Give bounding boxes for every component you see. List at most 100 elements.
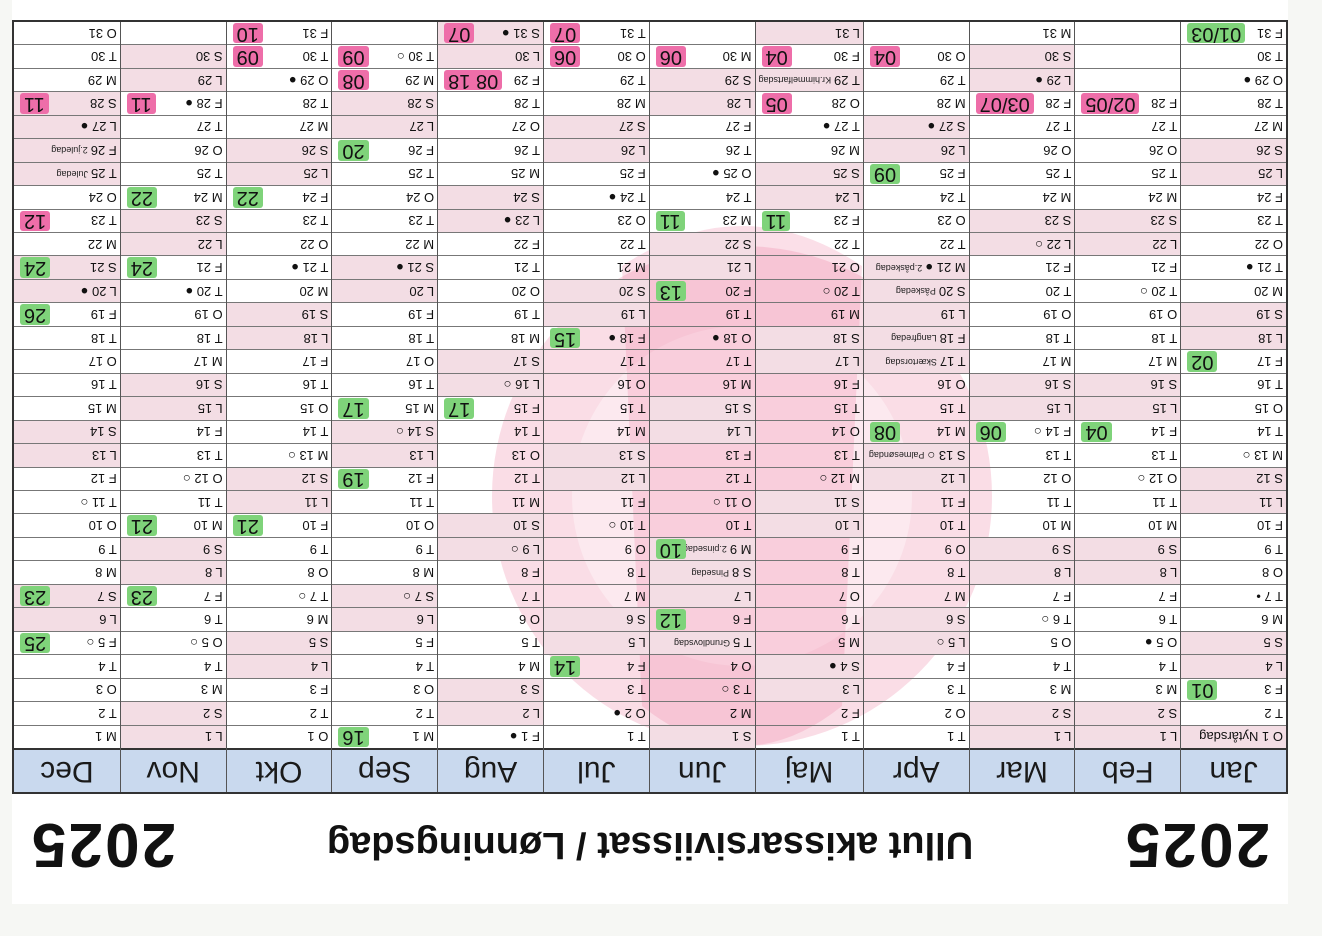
day-label: L 4 (310, 658, 329, 674)
day-cell: T 23 12 (14, 208, 120, 233)
day-cell: L 29 (120, 67, 226, 92)
day-cell: S 14 (14, 419, 120, 444)
day-label: L 1 (205, 729, 223, 745)
day-cell: T 1 (863, 724, 969, 748)
day-cell: M 18 (438, 325, 543, 350)
day-cell: O 29 ● (226, 67, 332, 92)
day-cell: S 7 23 (14, 583, 120, 608)
day-cell: T 26 (649, 138, 755, 162)
day-label: T 3 (947, 682, 966, 698)
day-cell: M 7 (863, 583, 969, 608)
day-cell: T 13 (120, 443, 226, 467)
day-cell: O 17 (332, 349, 438, 373)
day-label: F 7 (1052, 588, 1072, 604)
holiday-note: Palmesøndag (868, 450, 925, 461)
day-label: F 20 (725, 283, 752, 299)
day-cell: F 24 (1181, 185, 1286, 209)
day-label: T 20 (1045, 283, 1072, 299)
day-label: O 18 ● (711, 330, 752, 346)
month-column-dec: Dec M 1 T 2 O 3 T 4 F 5 ○ 25 L 6 S 7 23 M 8 T 9 O 10… (14, 22, 120, 792)
day-cell: T 15 (543, 396, 649, 420)
day-label: O 5 ● (1144, 635, 1178, 651)
day-cell: M 23 11 (649, 208, 755, 233)
day-cell: T 12 (649, 466, 755, 491)
day-cell: S 11 (755, 490, 863, 514)
day-label: O 15 (300, 400, 329, 416)
day-label: T 3 (627, 682, 646, 698)
day-label: L 7 (733, 588, 752, 604)
day-label: T 10 (939, 518, 966, 534)
day-label: F 26 (90, 142, 117, 158)
day-label: M 13 ○ (288, 447, 329, 463)
payday-badge: 04 (1081, 421, 1112, 443)
day-label: T 19 (725, 307, 752, 323)
day-label: M 10 (1148, 518, 1178, 534)
day-cell: T 20 (969, 278, 1075, 303)
payday-badge: 09 (232, 46, 263, 68)
day-cell: S 16 (120, 372, 226, 397)
day-cell: F 16 (755, 372, 863, 397)
day-label: T 28 (514, 96, 540, 112)
day-label: T 25 (91, 166, 117, 182)
day-cell: S 9 (969, 536, 1075, 561)
day-cell: T 9 (332, 536, 438, 561)
day-cell: O 8 (1181, 560, 1286, 584)
day-cell: L 8 (120, 560, 226, 584)
year-right: 2025 (30, 810, 176, 879)
day-label: M 17 (1148, 354, 1178, 370)
day-label: O 10 (88, 518, 117, 534)
day-label: L 20 ● (80, 283, 117, 299)
page-title: Ullut akissarsiviissat / Lønningsdag (326, 824, 974, 866)
day-label: M 14 (936, 424, 966, 440)
day-cell: L 2 (438, 701, 543, 725)
day-label: M 16 (722, 377, 752, 393)
day-label: T 18 (1045, 330, 1072, 346)
day-label: M 15 (405, 400, 435, 416)
day-cell: T 23 (1181, 208, 1286, 233)
day-label: M 25 (511, 166, 540, 182)
day-label: T 4 (415, 658, 435, 674)
day-label: T 6 (1158, 612, 1178, 628)
payday-badge: 11 (761, 210, 791, 232)
day-cell: O 5 ○ (120, 630, 226, 655)
day-label: T 5 (732, 635, 752, 651)
day-cell: F 6 12 (649, 607, 755, 631)
day-label: O 24 (405, 189, 435, 205)
day-label: T 30 (1257, 49, 1283, 65)
day-label: T 26 (514, 142, 540, 158)
day-label: O 1 Nytårsdag (1199, 729, 1283, 745)
day-label: O 7 (838, 588, 860, 604)
day-cell: M 1 (14, 724, 120, 748)
payday-badge: 02 (1187, 351, 1218, 373)
day-cell: T 29 (543, 67, 649, 92)
day-label: S 30 (1044, 49, 1072, 65)
day-label: L 8 (1159, 565, 1178, 581)
payday-badge: 07 (444, 23, 475, 44)
day-label: M 6 (306, 612, 329, 628)
day-cell: S 3 (438, 677, 543, 702)
day-cell: F 21 24 (120, 255, 226, 279)
day-label: L 18 (1258, 330, 1283, 346)
day-cell: T 20 ○ (755, 278, 863, 303)
day-label: S 1 (732, 729, 752, 745)
day-cell: M 28 (863, 91, 969, 115)
day-label: L 12 (940, 471, 966, 487)
day-cell: T 3 (543, 677, 649, 702)
day-label: O 28 (831, 96, 860, 112)
day-label: O 3 (95, 682, 117, 698)
day-cell: M 20 (1181, 278, 1286, 303)
day-cell: M 21 (543, 255, 649, 279)
day-label: M 24 (1042, 189, 1072, 205)
day-label: M 20 (299, 283, 329, 299)
day-cell: S 23 (120, 208, 226, 233)
day-cell: F 23 11 (755, 208, 863, 233)
holiday-note: 2.pinsedag (682, 544, 727, 555)
day-cell: T 22 (863, 232, 969, 256)
day-label: L 17 (835, 354, 860, 370)
payday-badge: 17 (338, 398, 369, 420)
day-cell: O 29 ● (1181, 67, 1286, 92)
payday-badge: 08 18 (444, 70, 503, 91)
day-label: T 4 (204, 658, 223, 674)
day-label: S 14 ○ (395, 424, 435, 440)
day-cell: S 16 (969, 372, 1075, 397)
